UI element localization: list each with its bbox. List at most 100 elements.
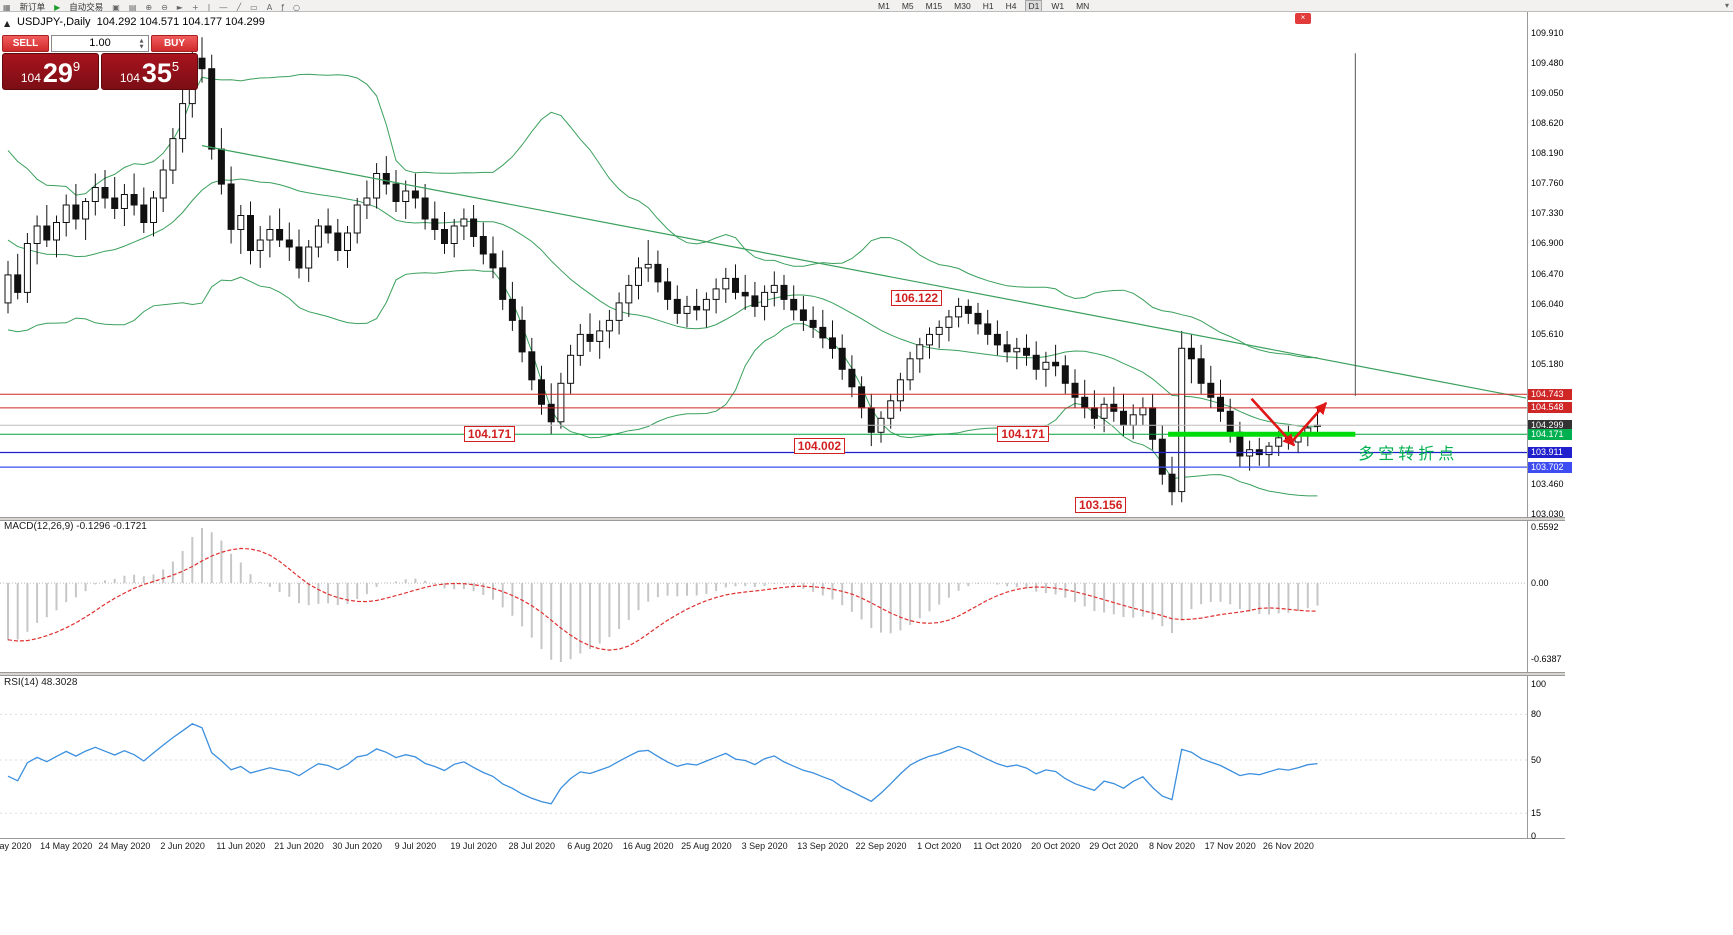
price-annotation-box[interactable]: 106.122 [890, 289, 943, 306]
candle [353, 198, 361, 244]
candle [1168, 456, 1176, 506]
horizontal-line-icon[interactable]: ― [219, 2, 228, 12]
timeframe-w1[interactable]: W1 [1051, 1, 1065, 11]
autotrading-icon[interactable]: ▶ [54, 2, 61, 12]
candle [935, 320, 943, 349]
vertical-line-icon[interactable]: | [207, 2, 211, 12]
descending-trendline[interactable] [201, 145, 1527, 399]
date-axis-label: 30 Jun 2020 [332, 841, 382, 851]
price-annotation-box[interactable]: 103.156 [1075, 497, 1127, 514]
timeframe-h4[interactable]: H4 [1005, 1, 1017, 11]
date-axis-label: 1 Oct 2020 [917, 841, 962, 851]
candle [392, 170, 400, 212]
candle [179, 89, 187, 153]
timeframe-m5[interactable]: M5 [901, 1, 914, 11]
volume-input[interactable]: 1.00 ▲ ▼ [51, 35, 149, 52]
cascade-windows-icon[interactable]: ▤ [128, 2, 137, 12]
macd-axis-label: 0.00 [1531, 578, 1549, 589]
candle [450, 219, 458, 258]
zoom-in-icon[interactable]: ⊕ [145, 2, 153, 12]
date-axis-label: 13 Sep 2020 [797, 841, 849, 851]
candle [722, 267, 730, 303]
new-order-icon[interactable]: ▦ [3, 2, 11, 12]
reversal-arrow-2[interactable] [1289, 402, 1328, 445]
candle [4, 260, 12, 314]
candle [62, 194, 70, 237]
text-label-icon[interactable]: A [266, 2, 273, 12]
candle [780, 274, 788, 310]
timeframe-d1[interactable]: D1 [1025, 0, 1043, 11]
reversal-arrow-1[interactable] [1250, 397, 1296, 447]
candle [208, 54, 216, 160]
candle [237, 205, 245, 254]
sell-button[interactable]: SELL [2, 35, 49, 52]
date-axis-label: 9 Jul 2020 [394, 841, 437, 851]
candle [625, 274, 633, 317]
price-annotation-box[interactable]: 104.171 [463, 426, 516, 443]
candle [382, 156, 390, 195]
one-click-collapse-toggle[interactable]: ▲ [4, 19, 11, 28]
cursor-icon[interactable]: ► [176, 2, 183, 12]
chart-close-button[interactable]: × [1295, 13, 1311, 24]
buy-price-display[interactable]: 104 35 5 [101, 53, 198, 90]
trade-controls-row: SELL 1.00 ▲ ▼ BUY [2, 35, 198, 52]
candle [896, 372, 904, 412]
autotrading-label[interactable]: 自动交易 [69, 2, 104, 12]
date-axis-label: 19 Jul 2020 [450, 841, 497, 851]
trendline-icon[interactable]: ╱ [236, 2, 242, 12]
price-annotation-box[interactable]: 104.002 [793, 438, 846, 455]
price-tick-label: 107.330 [1531, 208, 1564, 219]
panel-divider-rsi[interactable] [0, 672, 1565, 676]
candle [605, 309, 613, 349]
date-axis-label: 6 Aug 2020 [567, 841, 613, 851]
date-axis-label: 11 Jun 2020 [216, 841, 266, 851]
price-annotation-box[interactable]: 104.171 [997, 426, 1049, 443]
candle [1207, 365, 1215, 408]
rsi-label: RSI(14) 48.3028 [4, 677, 78, 688]
volume-down-icon[interactable]: ▼ [139, 43, 144, 50]
timeframe-m30[interactable]: M30 [954, 1, 971, 11]
rectangle-icon[interactable]: ▭ [250, 2, 258, 12]
objects-icon[interactable]: ○ [293, 2, 301, 12]
price-tick-label: 105.180 [1531, 358, 1564, 369]
timeframe-h1[interactable]: H1 [982, 1, 994, 11]
date-axis-label: 3 Sep 2020 [741, 841, 788, 851]
candle [829, 320, 836, 359]
timeframe-m15[interactable]: M15 [925, 1, 943, 11]
buy-button[interactable]: BUY [151, 35, 198, 52]
candle [431, 201, 439, 240]
timeframe-m1[interactable]: M1 [878, 1, 890, 11]
candle [964, 299, 972, 324]
rsi-panel-plot [0, 713, 1527, 814]
candle [1139, 397, 1147, 426]
toolbar-overflow-icon[interactable]: ▾ [1724, 1, 1729, 10]
candle [411, 173, 419, 209]
rsi-axis-label: 50 [1531, 755, 1542, 765]
candle [751, 281, 759, 317]
panel-divider-macd[interactable] [0, 517, 1565, 521]
price-tick-label: 109.480 [1531, 58, 1564, 69]
candle [1052, 344, 1060, 377]
candle [1090, 390, 1098, 429]
candle [916, 337, 924, 373]
indicators-icon[interactable]: ƒ [281, 2, 285, 12]
date-axis-label: 24 May 2020 [98, 841, 151, 851]
chart-symbol-ohlc: USDJPY-,Daily 104.292 104.571 104.177 10… [17, 16, 265, 28]
new-order-label[interactable]: 新订单 [19, 2, 46, 12]
tile-windows-icon[interactable]: ▣ [112, 2, 120, 12]
turning-point-note[interactable]: 多空转折点 [1358, 446, 1459, 464]
candle [547, 383, 555, 435]
candle [712, 278, 720, 314]
candle [693, 288, 701, 321]
volume-up-icon[interactable]: ▲ [139, 37, 144, 44]
sell-price-display[interactable]: 104 29 9 [2, 53, 99, 90]
zoom-out-icon[interactable]: ⊖ [161, 2, 168, 12]
timeframe-mn[interactable]: MN [1076, 1, 1090, 11]
crosshair-icon[interactable]: + [191, 2, 199, 12]
volume-spinner[interactable]: ▲ ▼ [136, 36, 147, 51]
candle [1236, 421, 1244, 468]
macd-panel-plot [0, 528, 1527, 662]
candle [285, 222, 293, 261]
